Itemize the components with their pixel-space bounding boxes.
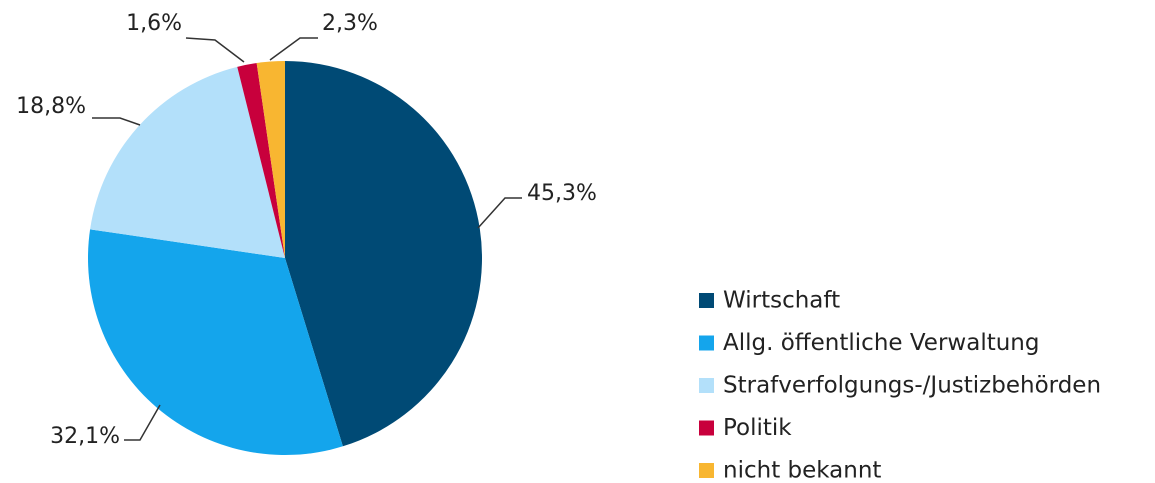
pie-slice bbox=[285, 61, 482, 447]
legend-label: Politik bbox=[723, 415, 792, 441]
leader-line bbox=[124, 404, 161, 441]
pie-slice bbox=[88, 229, 343, 455]
pie-slice bbox=[90, 66, 286, 258]
data-label: 32,1% bbox=[50, 424, 120, 449]
legend-label: nicht bekannt bbox=[723, 458, 881, 483]
legend-swatch bbox=[699, 293, 714, 308]
data-label: 2,3% bbox=[322, 11, 378, 36]
data-label: 1,6% bbox=[126, 11, 182, 36]
leader-line bbox=[92, 117, 141, 126]
legend-label: Strafverfolgungs-/Justizbehörden bbox=[723, 373, 1101, 399]
data-label: 45,3% bbox=[527, 181, 597, 206]
legend-swatch bbox=[699, 420, 714, 436]
pie-slice bbox=[256, 61, 285, 258]
legend-swatch bbox=[699, 463, 714, 478]
legend-label: Allg. öffentliche Verwaltung bbox=[723, 330, 1040, 356]
legend-label: Wirtschaft bbox=[723, 288, 840, 314]
legend-swatch bbox=[699, 378, 714, 393]
pie-slice bbox=[237, 63, 285, 259]
leader-line bbox=[185, 37, 245, 63]
data-label: 18,8% bbox=[16, 94, 86, 119]
legend-swatch bbox=[699, 335, 714, 351]
leader-line bbox=[477, 197, 522, 229]
leader-line bbox=[269, 37, 318, 61]
